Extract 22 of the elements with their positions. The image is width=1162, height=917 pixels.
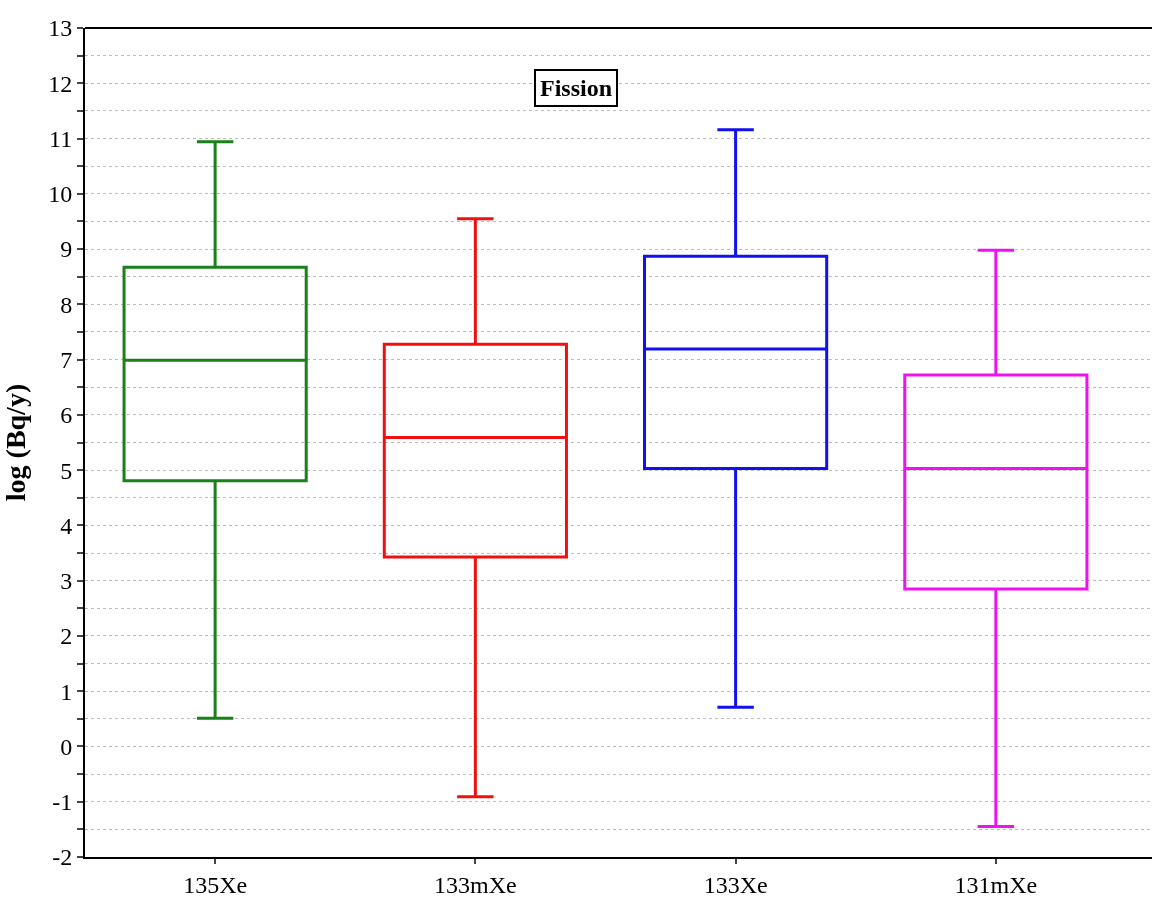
y-tick-label: 3 — [60, 568, 73, 595]
y-tick-label: 1 — [60, 678, 73, 705]
y-tick-label: 8 — [60, 291, 73, 318]
y-axis-title: log (Bq/y) — [0, 383, 31, 502]
y-tick-label: 0 — [60, 733, 73, 760]
x-tick-label: 133Xe — [703, 871, 768, 898]
y-tick-label: 2 — [60, 623, 73, 650]
y-tick-label: -1 — [52, 789, 73, 816]
x-tick-label: 131mXe — [954, 871, 1038, 898]
y-tick-label: 5 — [60, 457, 73, 484]
y-tick-label: -2 — [52, 844, 73, 871]
y-tick-label: 11 — [49, 125, 73, 152]
x-tick-label: 135Xe — [183, 871, 248, 898]
x-tick-label: 133mXe — [434, 871, 517, 898]
y-tick-label: 6 — [60, 402, 73, 429]
y-tick-label: 9 — [60, 236, 73, 263]
y-tick-label: 10 — [48, 181, 73, 208]
y-tick-label: 12 — [48, 70, 73, 97]
y-tick-label: 13 — [48, 15, 73, 42]
y-tick-label: 7 — [60, 347, 73, 373]
annotation: Fission — [540, 75, 613, 101]
y-tick-label: 4 — [60, 512, 73, 539]
